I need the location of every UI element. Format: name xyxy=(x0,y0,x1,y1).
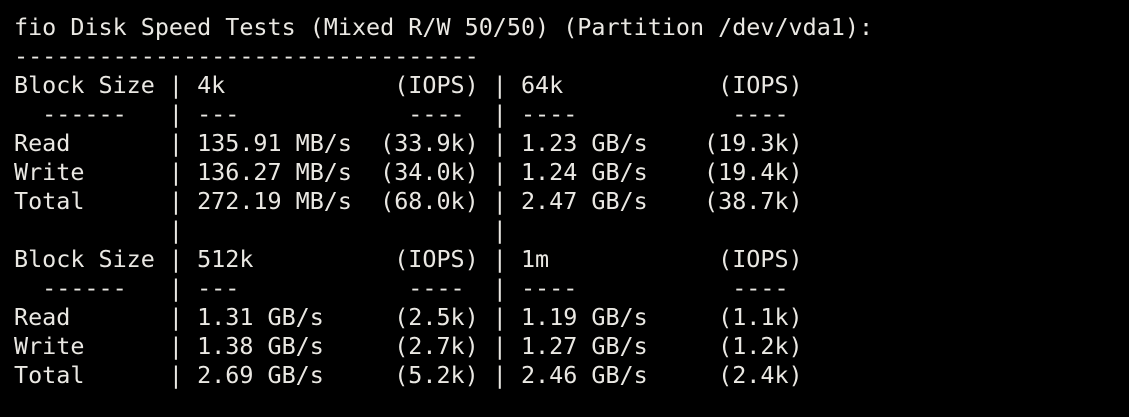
fio-title: fio Disk Speed Tests (Mixed R/W 50/50) (… xyxy=(14,13,874,41)
table1-underline-row: ------ | --- ---- | ---- ---- xyxy=(14,100,789,128)
table2-header-row: Block Size | 512k (IOPS) | 1m (IOPS) xyxy=(14,245,803,273)
table1-write-row: Write | 136.27 MB/s (34.0k) | 1.24 GB/s … xyxy=(14,158,803,186)
title-separator: --------------------------------- xyxy=(14,42,479,70)
table2-underline-row: ------ | --- ---- | ---- ---- xyxy=(14,274,789,302)
terminal-output: fio Disk Speed Tests (Mixed R/W 50/50) (… xyxy=(14,13,874,389)
table2-read-row: Read | 1.31 GB/s (2.5k) | 1.19 GB/s (1.1… xyxy=(14,303,803,331)
table-spacer-row: | | xyxy=(14,216,507,244)
table2-total-row: Total | 2.69 GB/s (5.2k) | 2.46 GB/s (2.… xyxy=(14,361,803,389)
table1-total-row: Total | 272.19 MB/s (68.0k) | 2.47 GB/s … xyxy=(14,187,803,215)
table2-write-row: Write | 1.38 GB/s (2.7k) | 1.27 GB/s (1.… xyxy=(14,332,803,360)
table1-read-row: Read | 135.91 MB/s (33.9k) | 1.23 GB/s (… xyxy=(14,129,803,157)
table1-header-row: Block Size | 4k (IOPS) | 64k (IOPS) xyxy=(14,71,803,99)
